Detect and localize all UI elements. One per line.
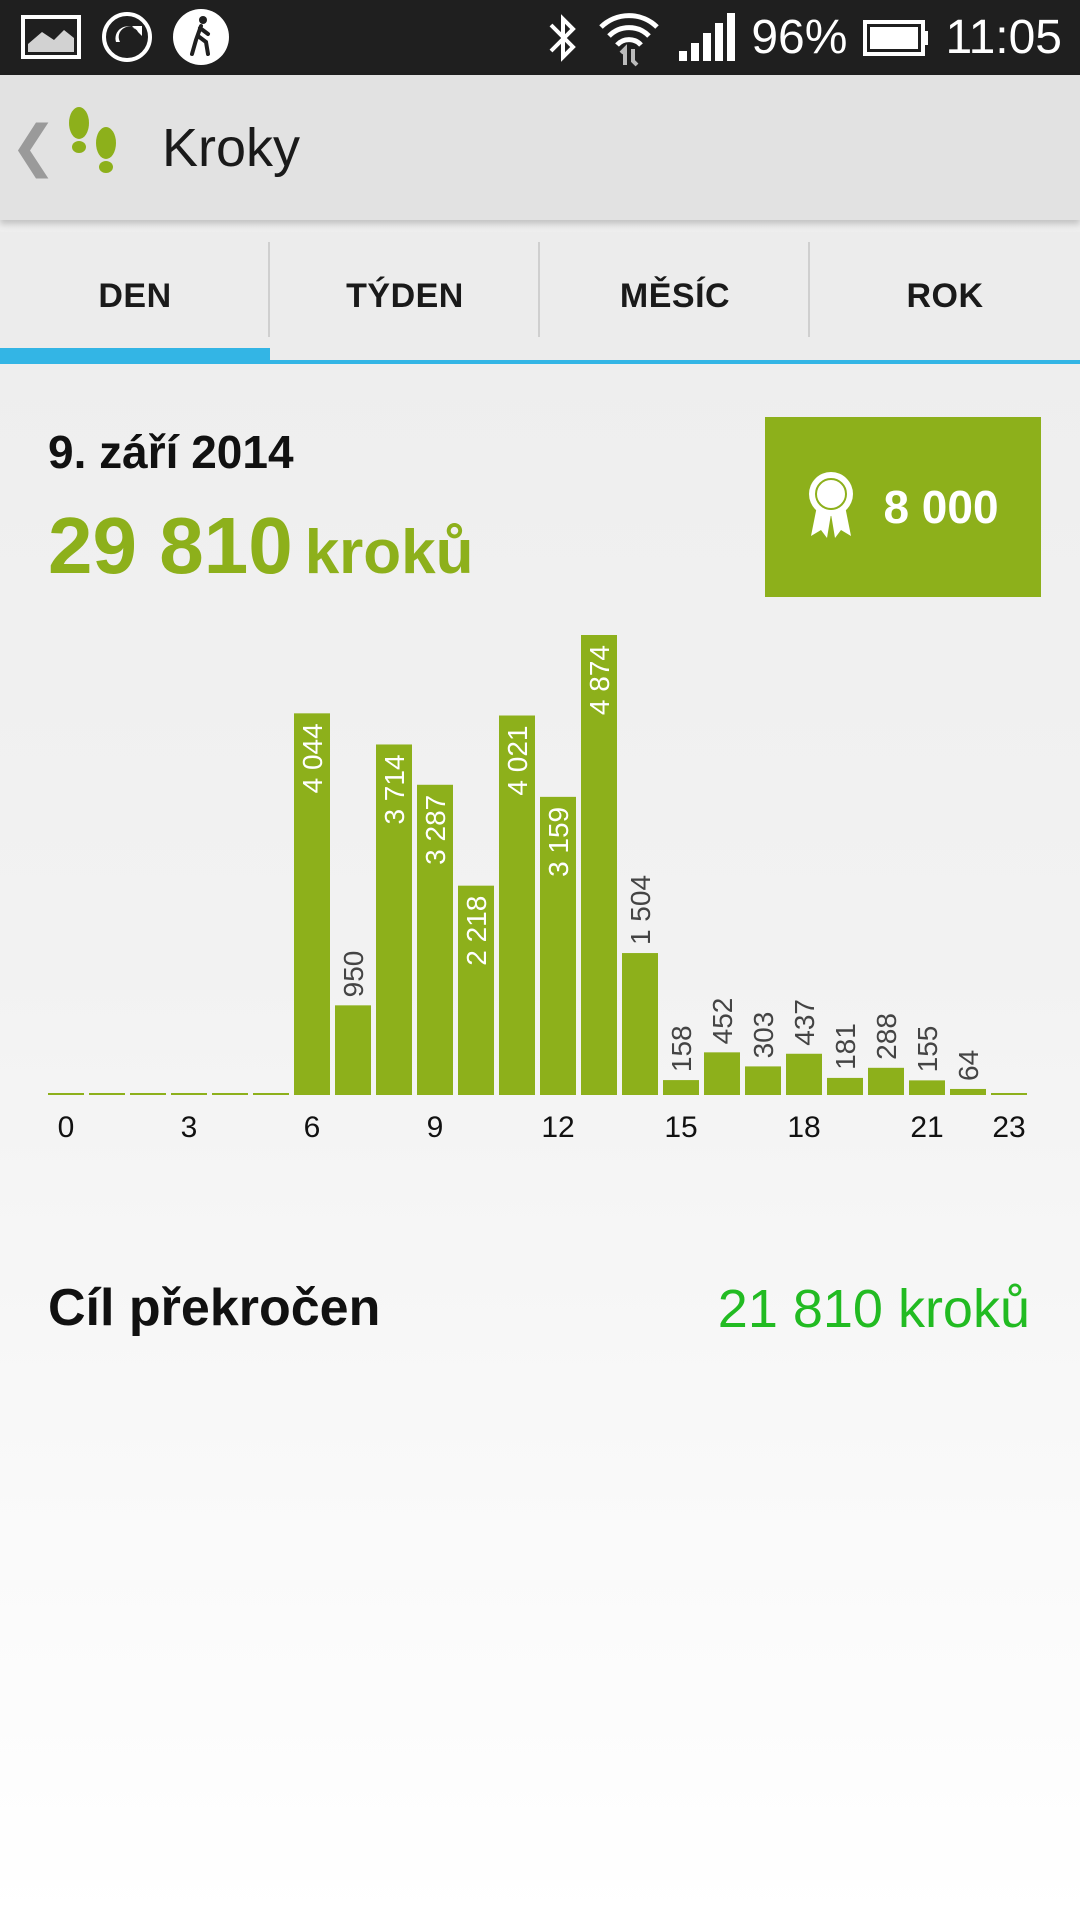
battery-percent: 96% bbox=[751, 11, 848, 64]
bar-value-label: 452 bbox=[707, 998, 738, 1045]
bar-hour-12 bbox=[540, 796, 576, 1095]
bar-hour-6 bbox=[294, 713, 330, 1095]
clock: 11:05 bbox=[945, 11, 1062, 64]
bar-value-label: 950 bbox=[338, 951, 369, 998]
steps-total: 29 810 kroků bbox=[48, 500, 474, 592]
period-tabs: DEN TÝDEN MĚSÍC ROK bbox=[0, 232, 1080, 364]
bar-hour-10 bbox=[458, 885, 494, 1095]
action-bar: ❮ Kroky bbox=[0, 75, 1080, 220]
tab-day[interactable]: DEN bbox=[0, 232, 270, 364]
bar-value-label: 3 287 bbox=[420, 795, 451, 865]
x-tick-label: 15 bbox=[664, 1111, 697, 1144]
goal-badge[interactable]: 8 000 bbox=[765, 417, 1041, 597]
bar-hour-9 bbox=[417, 784, 453, 1095]
bar-hour-15 bbox=[663, 1080, 699, 1095]
bar-value-label: 181 bbox=[830, 1023, 861, 1070]
x-tick-label: 23 bbox=[992, 1111, 1025, 1144]
bar-hour-13 bbox=[581, 635, 617, 1095]
tab-week[interactable]: TÝDEN bbox=[270, 232, 540, 364]
signal-icon bbox=[677, 12, 736, 63]
tab-label: DEN bbox=[98, 276, 172, 315]
gallery-icon bbox=[20, 14, 82, 60]
wifi-icon bbox=[597, 9, 661, 67]
bluetooth-icon bbox=[545, 11, 581, 65]
x-tick-label: 21 bbox=[910, 1111, 943, 1144]
bar-hour-0 bbox=[48, 1093, 84, 1095]
bar-value-label: 3 159 bbox=[543, 807, 574, 877]
bar-value-label: 2 218 bbox=[461, 896, 492, 966]
bar-value-label: 4 044 bbox=[297, 723, 328, 793]
bar-hour-14 bbox=[622, 953, 658, 1095]
bar-value-label: 288 bbox=[871, 1013, 902, 1060]
goal-value: 8 000 bbox=[883, 481, 999, 533]
bar-value-label: 155 bbox=[912, 1026, 943, 1073]
tab-label: ROK bbox=[906, 276, 984, 315]
page-title: Kroky bbox=[162, 118, 301, 178]
bar-value-label: 3 714 bbox=[379, 754, 410, 824]
x-tick-label: 12 bbox=[541, 1111, 574, 1144]
bar-hour-19 bbox=[827, 1077, 863, 1095]
sync-icon bbox=[100, 10, 154, 64]
footsteps-icon[interactable] bbox=[62, 103, 124, 190]
steps-value: 29 810 bbox=[48, 501, 293, 590]
bar-hour-18 bbox=[786, 1053, 822, 1095]
x-tick-label: 3 bbox=[181, 1111, 198, 1144]
goal-status: Cíl překročen bbox=[48, 1279, 381, 1337]
bar-hour-22 bbox=[950, 1088, 986, 1095]
bar-hour-3 bbox=[171, 1093, 207, 1095]
bar-hour-17 bbox=[745, 1066, 781, 1095]
bar-hour-16 bbox=[704, 1052, 740, 1095]
award-ribbon-icon bbox=[807, 470, 855, 545]
tab-label: TÝDEN bbox=[346, 276, 464, 315]
bar-value-label: 437 bbox=[789, 999, 820, 1046]
tab-year[interactable]: ROK bbox=[810, 232, 1080, 364]
bar-hour-7 bbox=[335, 1005, 371, 1095]
bar-hour-11 bbox=[499, 715, 535, 1095]
walker-icon bbox=[172, 8, 230, 66]
bar-value-label: 4 021 bbox=[502, 726, 533, 796]
x-tick-label: 9 bbox=[427, 1111, 444, 1144]
bar-hour-4 bbox=[212, 1093, 248, 1095]
date-label: 9. září 2014 bbox=[48, 426, 294, 478]
tab-divider bbox=[808, 242, 810, 337]
bar-hour-20 bbox=[868, 1067, 904, 1095]
battery-icon bbox=[863, 19, 929, 56]
goal-difference: 21 810 kroků bbox=[717, 1279, 1030, 1339]
bar-hour-1 bbox=[89, 1093, 125, 1095]
tab-month[interactable]: MĚSÍC bbox=[540, 232, 810, 364]
status-bar: 96% 11:05 bbox=[0, 0, 1080, 75]
x-tick-label: 0 bbox=[58, 1111, 75, 1144]
bar-value-label: 1 504 bbox=[625, 875, 656, 945]
tab-label: MĚSÍC bbox=[619, 276, 731, 315]
steps-unit: kroků bbox=[304, 518, 474, 587]
bar-hour-23 bbox=[991, 1093, 1027, 1095]
bar-value-label: 158 bbox=[666, 1025, 697, 1072]
tab-divider bbox=[538, 242, 540, 337]
bar-value-label: 64 bbox=[953, 1050, 984, 1081]
bar-hour-21 bbox=[909, 1080, 945, 1095]
bar-value-label: 4 874 bbox=[584, 645, 615, 715]
back-chevron-icon[interactable]: ❮ bbox=[10, 114, 57, 177]
x-tick-label: 18 bbox=[787, 1111, 820, 1144]
bar-hour-5 bbox=[253, 1093, 289, 1095]
bar-hour-2 bbox=[130, 1093, 166, 1095]
bar-value-label: 303 bbox=[748, 1012, 779, 1059]
bar-hour-8 bbox=[376, 744, 412, 1095]
tab-divider bbox=[268, 242, 270, 337]
x-tick-label: 6 bbox=[304, 1111, 321, 1144]
